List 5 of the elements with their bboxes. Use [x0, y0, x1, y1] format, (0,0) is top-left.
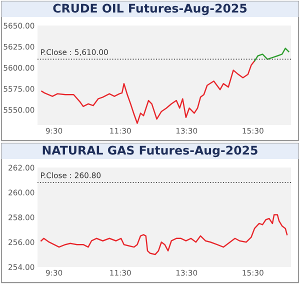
chart-title: NATURAL GAS Futures-Aug-2025 [42, 146, 258, 158]
line-series [40, 214, 288, 256]
line-series [254, 48, 290, 62]
line-series [41, 60, 256, 124]
chart-title: CRUDE OIL Futures-Aug-2025 [53, 4, 247, 16]
